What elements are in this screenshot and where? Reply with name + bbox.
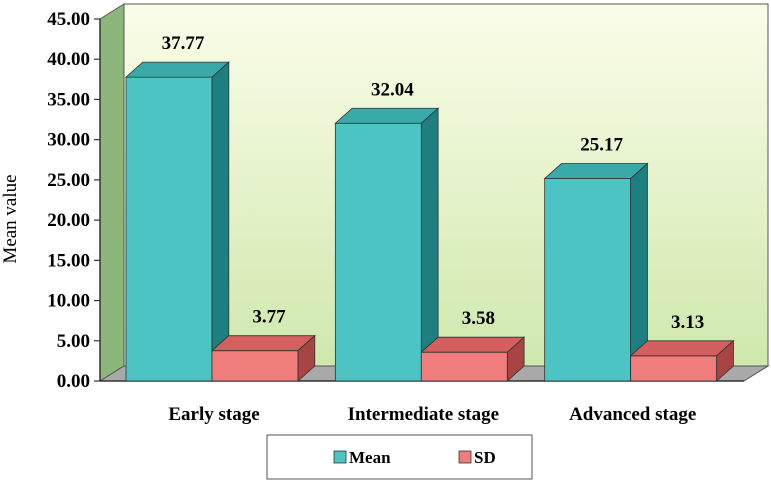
bar-mean-side-0: [211, 61, 230, 382]
bar-sd-side-1: [506, 336, 525, 382]
data-label-sd-1: 3.58: [462, 308, 495, 329]
legend: Mean SD: [266, 434, 533, 480]
legend-swatch-mean: [333, 450, 347, 464]
y-tick-label: 20.00: [47, 210, 90, 231]
bar-mean-top-0: [124, 61, 230, 78]
bar-sd-top-0: [210, 335, 316, 352]
bar-sd-side-0: [297, 334, 316, 382]
y-tick-label: 5.00: [57, 331, 90, 352]
y-axis-label: Mean value: [0, 174, 21, 263]
bar-sd-front-2: [630, 355, 718, 382]
category-labels: Early stage Intermediate stage Advanced st…: [168, 404, 696, 425]
y-tick-label: 40.00: [47, 49, 90, 70]
y-tick-label: 25.00: [47, 170, 90, 191]
y-tick-label: 10.00: [47, 291, 90, 312]
category-label: Early stage: [168, 404, 259, 425]
data-label-sd-0: 3.77: [252, 307, 286, 328]
side-wall: [99, 3, 125, 382]
legend-label-mean: Mean: [349, 448, 391, 467]
y-tick-label: 0.00: [57, 371, 90, 392]
data-label-sd-2: 3.13: [671, 312, 704, 333]
bar-sd-side-2: [716, 339, 734, 382]
legend-label-sd: SD: [474, 448, 496, 467]
data-label-mean-1: 32.04: [371, 79, 414, 100]
data-label-mean-2: 25.17: [580, 135, 623, 156]
bar-sd-top-1: [420, 336, 526, 353]
data-label-mean-0: 37.77: [162, 33, 205, 54]
bar-mean-front-0: [125, 76, 213, 382]
y-axis: 0.00 5.00 10.00 15.00 20.00 25.00 30.00 35.00 40…: [47, 9, 744, 392]
y-tick-label: 30.00: [47, 130, 90, 151]
bar-sd-top-2: [629, 340, 735, 357]
bar-mean-front-1: [334, 122, 422, 382]
category-label: Intermediate stage: [348, 404, 499, 425]
legend-swatch-sd: [458, 450, 472, 464]
y-tick-label: 15.00: [47, 250, 90, 271]
y-tick-label: 45.00: [47, 9, 90, 30]
legend-box: [266, 434, 533, 480]
bar-sd-front-0: [211, 350, 299, 382]
bar-sd-front-1: [420, 351, 508, 382]
bar-mean-front-2: [544, 178, 632, 382]
data-labels: 37.77 3.77 32.04 3.58 25.17 3.13: [162, 33, 705, 333]
bar-mean-top-1: [334, 107, 440, 124]
y-tick-label: 35.00: [47, 89, 90, 110]
category-label: Advanced stage: [569, 404, 696, 425]
bar-mean-top-2: [543, 163, 649, 179]
bars-group: [124, 61, 735, 382]
